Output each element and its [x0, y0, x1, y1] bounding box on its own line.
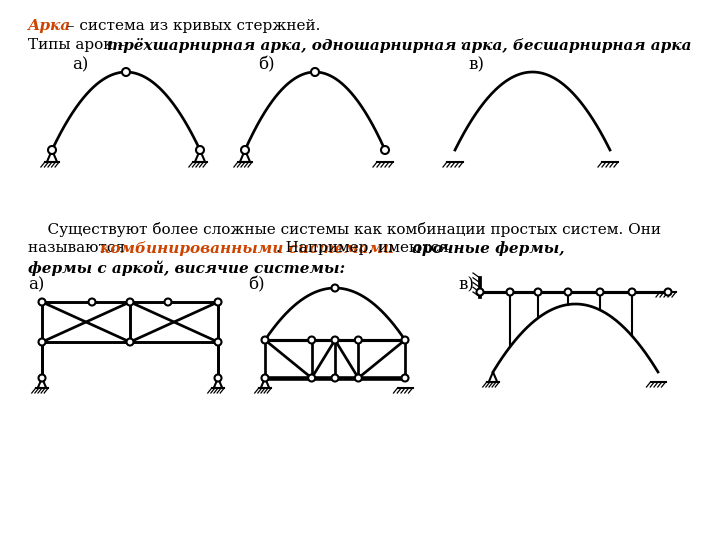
Text: Существуют более сложные системы как комбинации простых систем. Они: Существуют более сложные системы как ком… [28, 222, 661, 237]
Text: :: : [459, 38, 464, 52]
Circle shape [48, 146, 56, 154]
Circle shape [215, 375, 222, 381]
Circle shape [331, 375, 338, 381]
Circle shape [308, 375, 315, 381]
Circle shape [196, 146, 204, 154]
Text: а): а) [28, 276, 45, 293]
Circle shape [534, 288, 541, 295]
Circle shape [355, 375, 362, 381]
Circle shape [355, 336, 362, 343]
Circle shape [38, 339, 45, 346]
Circle shape [164, 299, 171, 306]
Text: Арка: Арка [28, 19, 71, 33]
Circle shape [331, 285, 338, 292]
Circle shape [127, 339, 133, 346]
Circle shape [311, 68, 319, 76]
Circle shape [215, 339, 222, 346]
Circle shape [331, 336, 338, 343]
Text: б): б) [258, 56, 274, 73]
Text: арочные фермы,: арочные фермы, [412, 241, 564, 256]
Text: Типы арок –: Типы арок – [28, 38, 130, 52]
Circle shape [506, 288, 513, 295]
Circle shape [127, 299, 133, 306]
Circle shape [38, 299, 45, 306]
Circle shape [261, 375, 269, 381]
Circle shape [564, 288, 572, 295]
Text: трёхшарнирная арка, одношарнирная арка, бесшарнирная арка: трёхшарнирная арка, одношарнирная арка, … [107, 38, 691, 53]
Circle shape [241, 146, 249, 154]
Circle shape [261, 336, 269, 343]
Text: а): а) [72, 56, 89, 73]
Circle shape [122, 68, 130, 76]
Circle shape [596, 288, 603, 295]
Circle shape [381, 146, 389, 154]
Circle shape [665, 288, 672, 295]
Text: б): б) [248, 276, 265, 293]
Circle shape [477, 288, 484, 295]
Text: в): в) [468, 56, 484, 73]
Circle shape [308, 336, 315, 343]
Text: в): в) [458, 276, 474, 293]
Circle shape [402, 375, 408, 381]
Text: называются: называются [28, 241, 130, 255]
Circle shape [89, 299, 96, 306]
Circle shape [38, 375, 45, 381]
Text: комбинированными системами: комбинированными системами [100, 241, 394, 256]
Text: . Например, имеются: . Например, имеются [276, 241, 454, 255]
Circle shape [629, 288, 636, 295]
Circle shape [402, 336, 408, 343]
Text: – система из кривых стержней.: – система из кривых стержней. [62, 19, 320, 33]
Text: фермы с аркой, висячие системы:: фермы с аркой, висячие системы: [28, 260, 345, 275]
Circle shape [215, 299, 222, 306]
